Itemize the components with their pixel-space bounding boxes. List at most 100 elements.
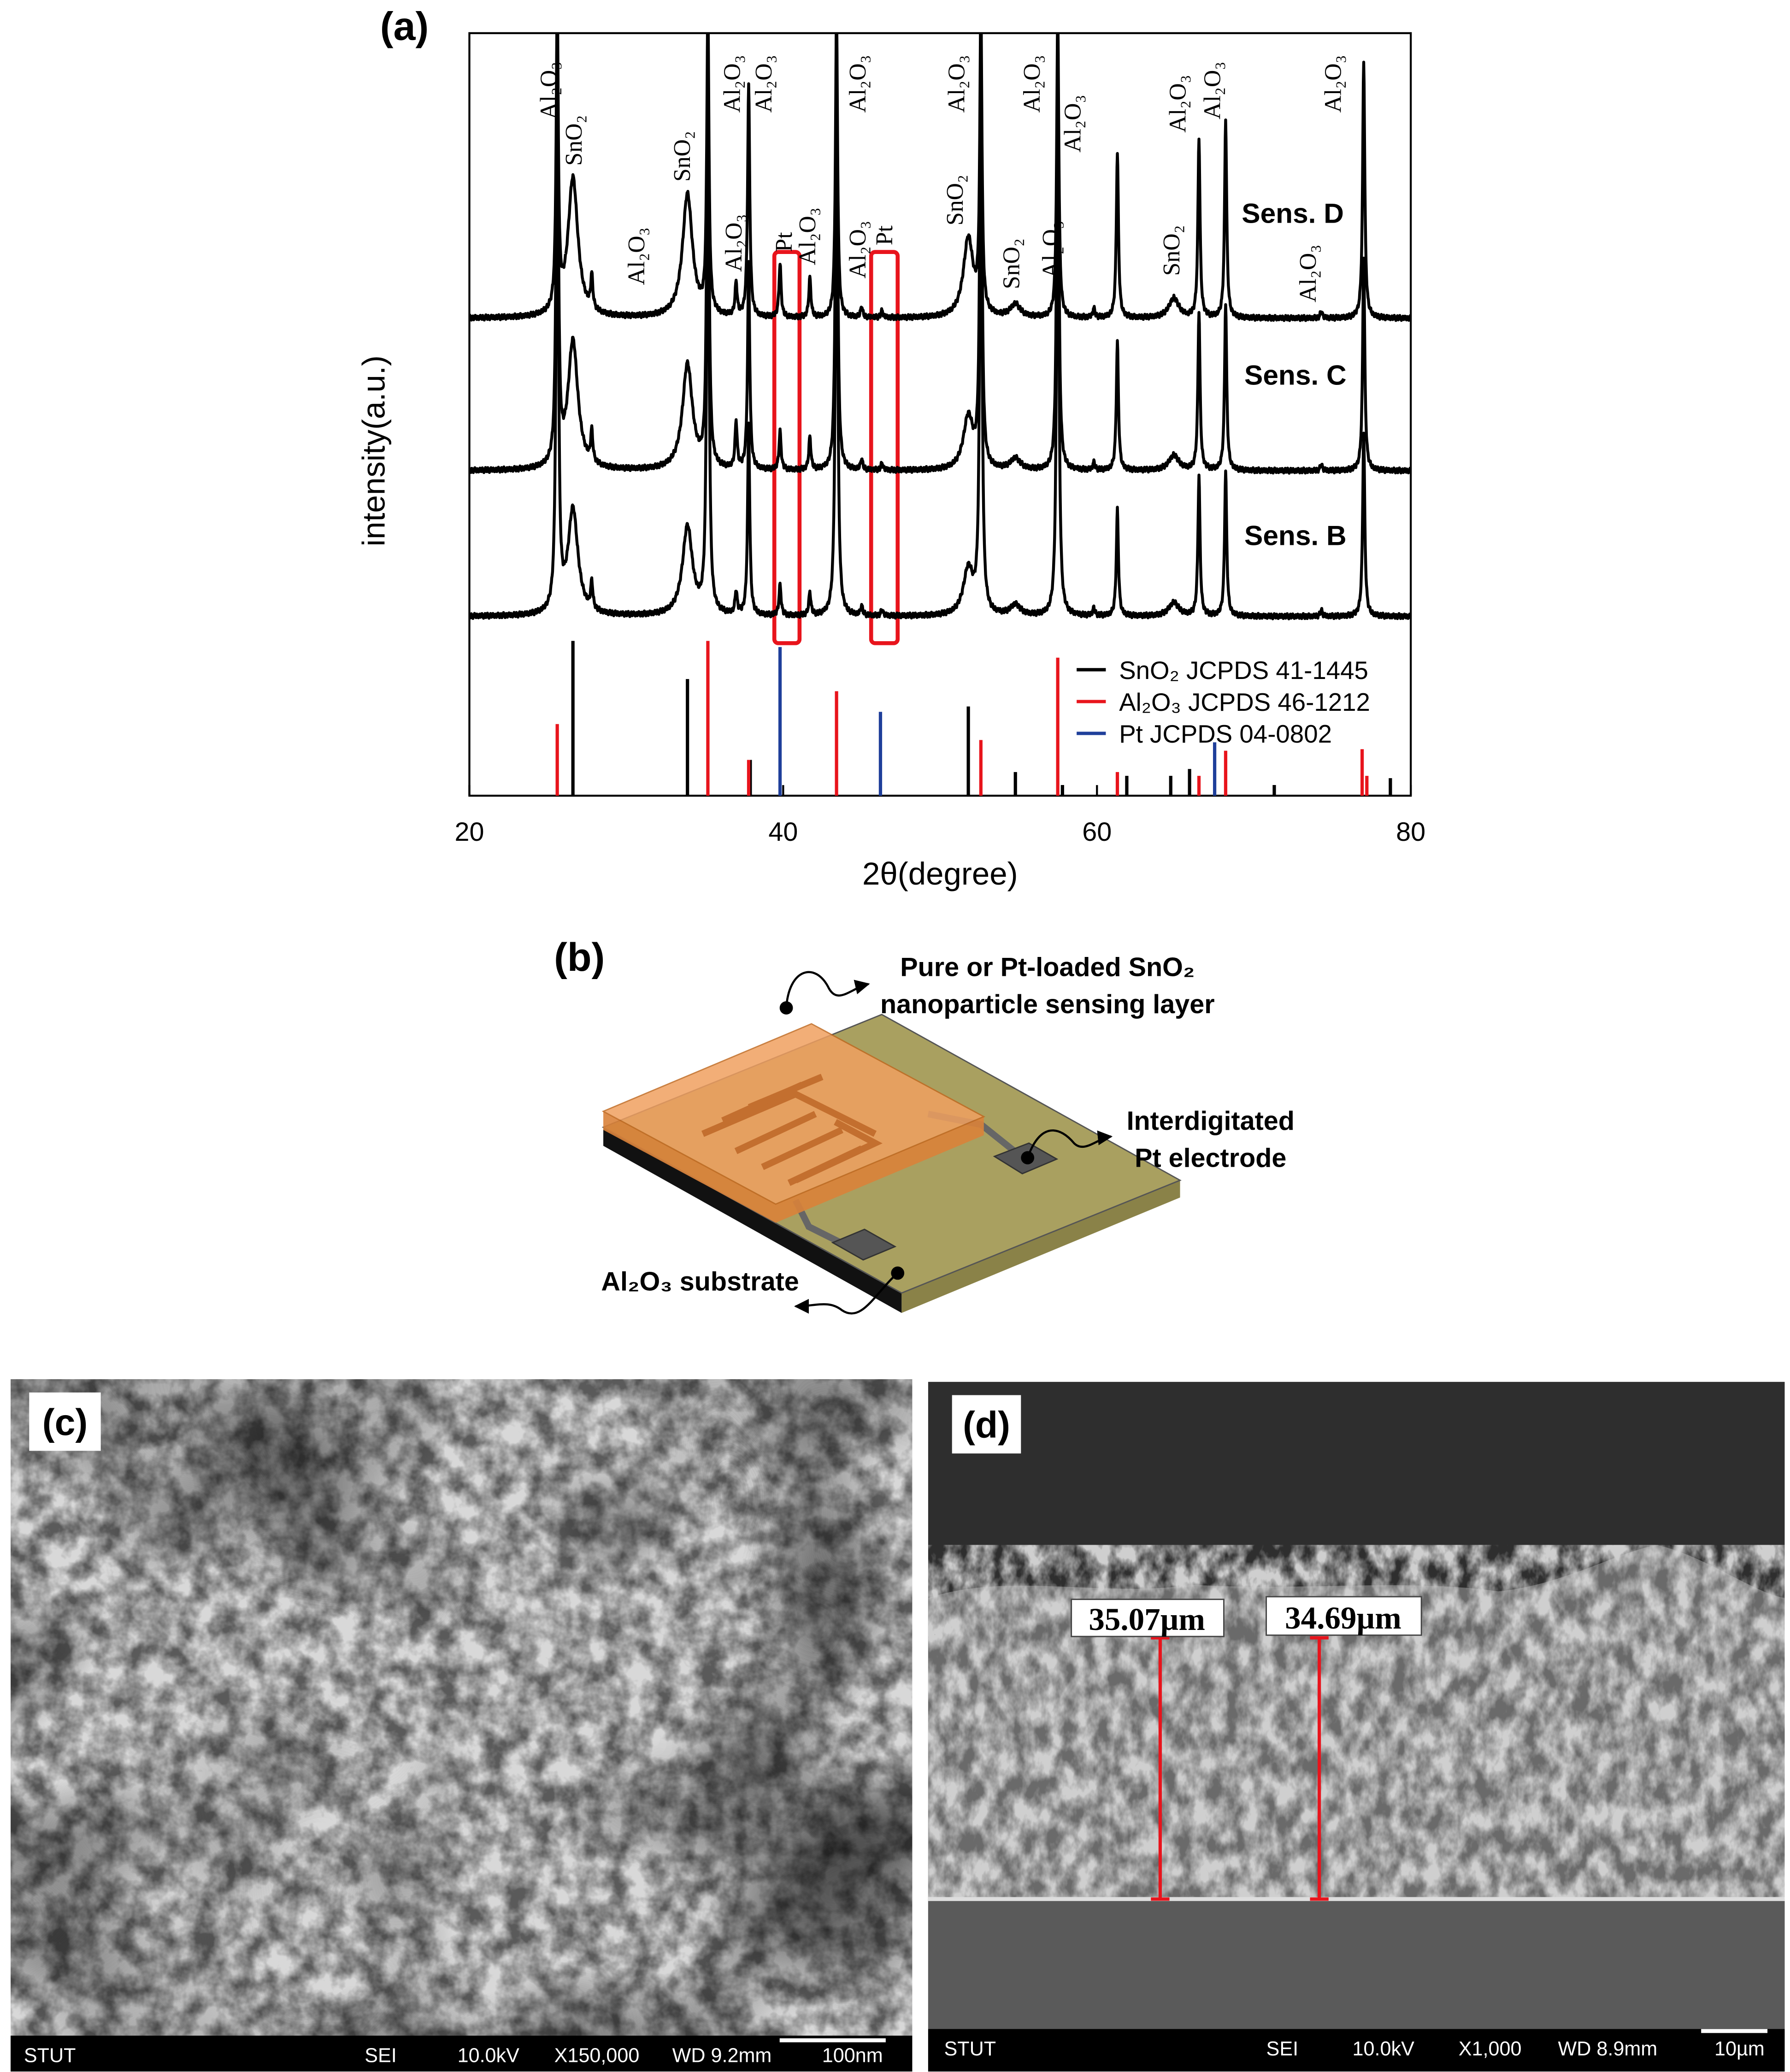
peak-label: Al₂O₃ [1165,75,1191,132]
series-label: Sens. D [1242,197,1344,229]
pattern-segment [564,173,584,280]
peak-label: SnO₂ [999,238,1025,289]
x-tick-label: 60 [1082,817,1112,847]
footer-text: 10.0kV [458,2045,520,2067]
pattern-segment [469,33,567,620]
pattern-segment [822,35,851,613]
callout-text: Interdigitated [1127,1106,1295,1136]
patterns [469,33,1411,620]
pattern-segment [741,260,766,471]
pattern-segment [1272,310,1344,322]
footer-text: 10.0kV [1353,2038,1415,2060]
peak-label: Al₂O₃ [624,227,650,285]
pattern-segment [1272,607,1344,620]
peak-label: Al₂O₃ [1038,221,1064,278]
pattern-segment [469,33,567,474]
pattern-segment [822,33,851,469]
pattern-segment [1075,458,1107,473]
pattern-segment [721,590,744,614]
pattern-segment [1341,60,1411,322]
panel-label: (a) [380,4,429,48]
measure-lines [1151,1636,1329,1901]
peak-label: Al₂O₃ [536,62,562,119]
pattern-segment [794,275,825,320]
pattern-segment [871,608,927,620]
scale-bar [779,2038,886,2042]
sem-shading [11,1379,913,2036]
peak-label: Al₂O₃ [1320,55,1347,112]
legend-label: Pt JCPDS 04-0802 [1119,720,1332,748]
y-axis-label: intensity(a.u.) [355,355,391,546]
legend-label: SnO₂ JCPDS 41-1445 [1119,656,1368,685]
pattern-segment [1105,339,1148,474]
pattern-segment [764,427,797,473]
callout-dot [1021,1151,1035,1164]
peak-label: Al₂O₃ [795,207,821,265]
sem-footer [928,2029,1785,2072]
pattern-segment [924,561,977,619]
pattern-segment [871,460,927,474]
pattern-segment [822,33,851,319]
pattern-segment [1341,256,1411,475]
x-tick-label: 80 [1396,817,1425,847]
pattern-segment [582,576,642,618]
panel-b: (b) Pure or Pt-loaded SnO₂ nanoparticle … [554,935,1295,1315]
pattern-segment [1104,506,1148,620]
footer-text: WD 9.2mm [672,2045,772,2067]
pattern-segment [1075,604,1107,619]
footer-text: SEI [365,2045,397,2067]
panel-a: (a) 2θ(degree) intensity(a.u.) 20 40 60 80 S… [355,4,1425,891]
pattern-segment [581,270,642,319]
pattern-segment [1185,311,1214,471]
callout-text: nanoparticle sensing layer [880,990,1215,1019]
pattern-segment [1272,462,1344,475]
footer-text: 100nm [822,2045,883,2067]
measurement: 35.07µm [1089,1601,1205,1637]
layer-side [603,1111,984,1223]
scale-bar [1701,2029,1768,2033]
peak-label: Al₂O₃ [719,55,746,112]
callout-text: Al₂O₃ substrate [601,1267,799,1296]
pattern-segment [721,278,744,317]
x-tick-label: 40 [768,817,798,847]
pattern-segment [741,421,766,617]
pattern-segment [997,600,1038,617]
measurement: 34.69µm [1285,1600,1401,1635]
peak-label: Pt [871,225,898,245]
label-box [952,1395,1021,1454]
x-axis-label: 2θ(degree) [862,856,1018,891]
pattern-segment [1144,294,1189,321]
pattern-segment [997,454,1039,472]
pattern-segment [848,306,874,321]
peak-label: SnO₂ [1159,225,1185,276]
footer-text: X150,000 [554,2045,640,2067]
series-label: Sens. C [1244,359,1347,390]
peak-label: Al₂O₃ [1019,55,1045,112]
panel-label: (d) [963,1405,1010,1446]
callouts [785,971,1113,1315]
electrode-comb [701,1074,883,1186]
pattern-segment [848,603,874,619]
peak-label: Al₂O₃ [1060,95,1086,153]
peak-label: Al₂O₃ [721,214,747,272]
footer-text: SEI [1266,2038,1299,2060]
footer-text: 10µm [1714,2038,1765,2060]
pattern-segment [848,457,873,473]
pattern-segment [794,590,825,619]
pattern-segment [639,359,700,472]
pattern-segment [639,189,700,319]
pattern-segment [1074,305,1107,321]
pattern-segment [924,409,977,473]
peak-label: SnO₂ [942,175,968,225]
pattern-segment [469,33,567,322]
pattern-segment [1341,431,1411,620]
peak-label: Al₂O₃ [944,55,970,112]
label-box [29,1392,101,1451]
sem-footer [11,2036,913,2072]
pattern-segment [1211,118,1276,322]
pad [831,1228,897,1261]
pattern-segment [741,82,766,319]
callout-text: Pt electrode [1135,1144,1286,1173]
footer-text: STUT [24,2045,76,2067]
